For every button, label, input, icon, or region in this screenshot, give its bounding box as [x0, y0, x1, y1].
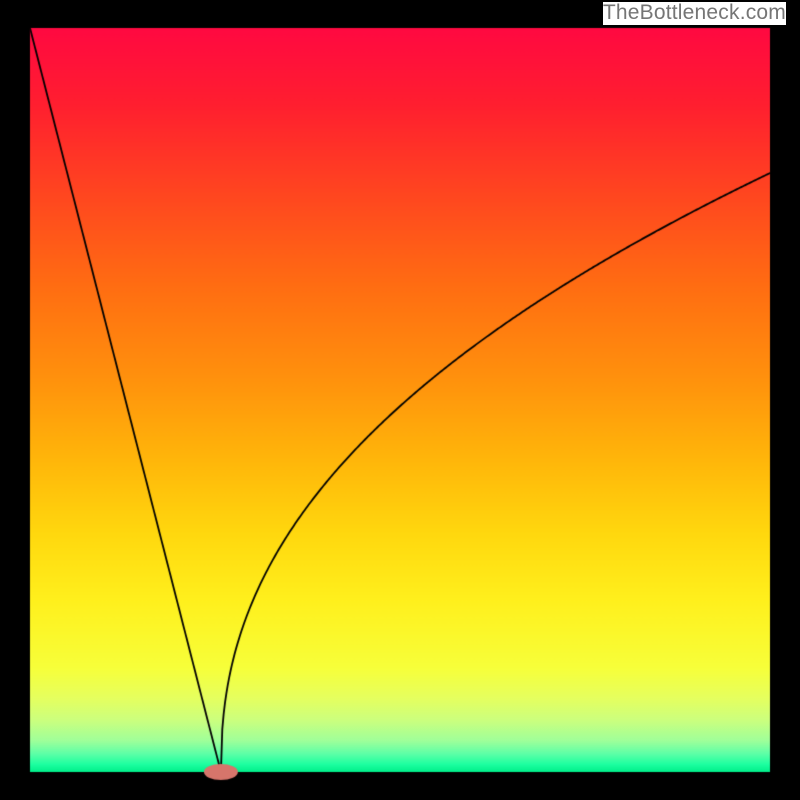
bottleneck-curve: [0, 0, 800, 800]
watermark-text: TheBottleneck.com: [603, 2, 786, 25]
chart-stage: TheBottleneck.com: [0, 0, 800, 800]
